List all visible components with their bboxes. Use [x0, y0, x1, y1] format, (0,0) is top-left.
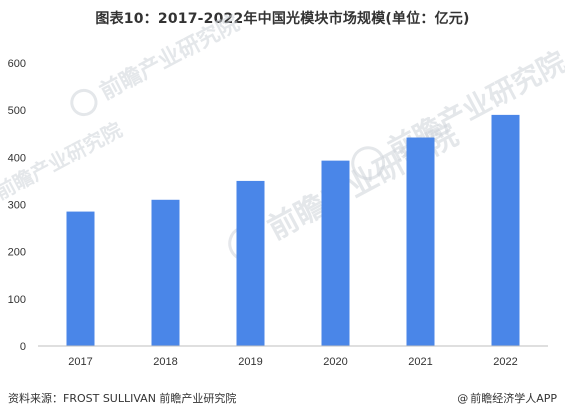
bar — [491, 114, 520, 346]
watermark-logo-icon — [70, 88, 98, 117]
y-tick-label: 300 — [8, 200, 26, 212]
y-tick-label: 100 — [8, 294, 26, 306]
x-tick-label: 2018 — [153, 356, 177, 368]
watermark: 前瞻产业研究院 — [70, 10, 244, 117]
bar — [321, 160, 350, 346]
credit-text: 前瞻经济学人APP — [470, 392, 557, 405]
x-tick-label: 2022 — [493, 356, 517, 368]
y-tick-label: 0 — [20, 341, 26, 353]
x-tick-label: 2017 — [68, 356, 92, 368]
credit-note: @ 前瞻经济学人APP — [457, 390, 557, 406]
x-tick-label: 2019 — [238, 356, 262, 368]
bar — [151, 199, 180, 346]
bar — [66, 211, 95, 346]
bar-series — [66, 114, 520, 346]
bar — [406, 137, 435, 346]
app-icon: @ — [457, 392, 469, 405]
source-note: 资料来源：FROST SULLIVAN 前瞻产业研究院 — [8, 392, 237, 405]
x-tick-label: 2021 — [408, 356, 432, 368]
y-tick-label: 600 — [8, 58, 26, 70]
y-tick-label: 500 — [8, 105, 26, 117]
x-axis: 2017 2018 2019 2020 2021 2022 — [68, 356, 517, 368]
x-tick-label: 2020 — [323, 356, 347, 368]
chart-title: 图表10：2017-2022年中国光模块市场规模(单位：亿元) — [95, 11, 470, 27]
bar — [236, 180, 265, 346]
y-axis: 0 100 200 300 400 500 600 — [8, 58, 26, 353]
watermark-text: 前瞻产业研究院 — [96, 10, 244, 105]
y-tick-label: 400 — [8, 152, 26, 164]
y-tick-label: 200 — [8, 247, 26, 259]
watermark-logo-icon — [351, 146, 386, 181]
